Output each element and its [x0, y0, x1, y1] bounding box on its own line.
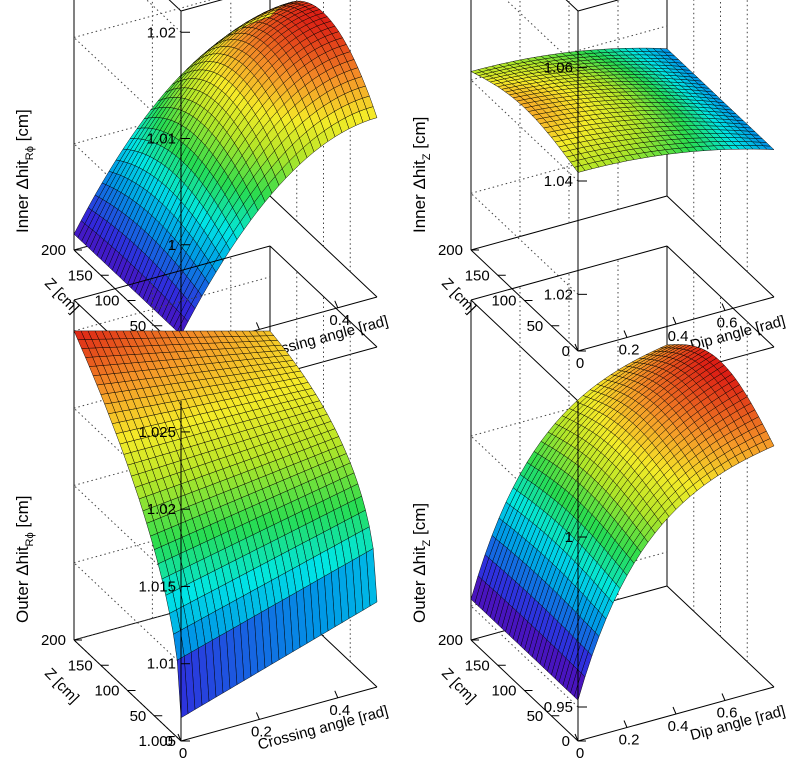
- y-tick-label: 1.025: [138, 424, 176, 441]
- gridline: [73, 485, 182, 587]
- x-tick: [255, 322, 260, 330]
- y-axis-title: Inner ΔhitZ [cm]: [410, 117, 433, 233]
- z-tick-label: 50: [130, 318, 147, 335]
- axis-frame-line: [73, 245, 271, 301]
- x-tick-label: 0.2: [619, 342, 640, 359]
- x-tick-label: 0.4: [668, 718, 689, 735]
- axis-frame-line: [269, 245, 378, 348]
- z-tick-label: 0: [562, 733, 570, 750]
- z-tick-label: 150: [465, 657, 490, 674]
- z-tick-label: 50: [527, 708, 544, 725]
- y-axis-title: Inner ΔhitRϕ [cm]: [13, 109, 36, 233]
- gridline: [73, 407, 182, 510]
- x-tick: [574, 343, 579, 352]
- y-axis: 1.02 1.04 1.06: [544, 60, 587, 303]
- y-tick-label: 1.02: [544, 286, 573, 303]
- x-tick-label: 0.6: [717, 315, 738, 332]
- gridline: [73, 37, 182, 139]
- x-tick: [672, 316, 677, 325]
- gridline: [73, 562, 182, 665]
- gridline: [73, 143, 182, 246]
- x-tick-label: 0.4: [668, 328, 689, 345]
- y-tick-label: 1: [565, 529, 573, 546]
- surface-cell: [73, 220, 86, 239]
- z-tick-label: 50: [527, 318, 544, 335]
- z-tick-label: 100: [491, 293, 516, 310]
- x-tick-label: 0.4: [329, 312, 350, 329]
- y-tick-label: 1.015: [138, 578, 176, 595]
- surface-mesh: [73, 0, 378, 336]
- y-tick-label: 1.01: [147, 131, 176, 148]
- y-tick-label: 0.95: [544, 699, 573, 716]
- z-tick-label: 0: [562, 343, 570, 360]
- y-tick-label: 1.04: [544, 173, 573, 190]
- z-tick-label: 200: [438, 632, 463, 649]
- axis-frame-line: [577, 0, 620, 12]
- z-tick-label: 200: [41, 242, 66, 259]
- x-tick-label: 0.2: [619, 732, 640, 749]
- y-tick-label: 1.01: [147, 656, 176, 673]
- gridline: [470, 192, 579, 295]
- surface-mesh: [470, 47, 775, 173]
- surface-mesh: [73, 330, 378, 719]
- z-tick-label: 150: [68, 267, 93, 284]
- x-tick-label: 0: [179, 745, 187, 762]
- x-tick: [721, 303, 726, 311]
- x-tick: [334, 300, 339, 308]
- z-tick-label: 100: [491, 683, 516, 700]
- z-tick-label: 200: [438, 242, 463, 259]
- z-tick-label: 50: [130, 708, 147, 725]
- z-tick-label: 150: [465, 267, 490, 284]
- z-tick-label: 0: [165, 733, 173, 750]
- axis-frame-line: [180, 0, 223, 12]
- y-tick-label: 1.02: [147, 24, 176, 41]
- y-tick-label: 1.02: [147, 501, 176, 518]
- z-tick-label: 200: [41, 632, 66, 649]
- surface-cell: [470, 69, 483, 74]
- gridline: [470, 79, 579, 182]
- z-tick-label: 100: [94, 683, 119, 700]
- y-tick-label: 1.06: [544, 60, 573, 77]
- x-tick-label: 0: [576, 355, 584, 372]
- y-tick-label: 1: [168, 237, 176, 254]
- x-tick: [623, 330, 628, 338]
- x-tick-label: 0: [576, 745, 584, 762]
- z-tick-label: 100: [94, 293, 119, 310]
- z-tick-label: 150: [68, 657, 93, 674]
